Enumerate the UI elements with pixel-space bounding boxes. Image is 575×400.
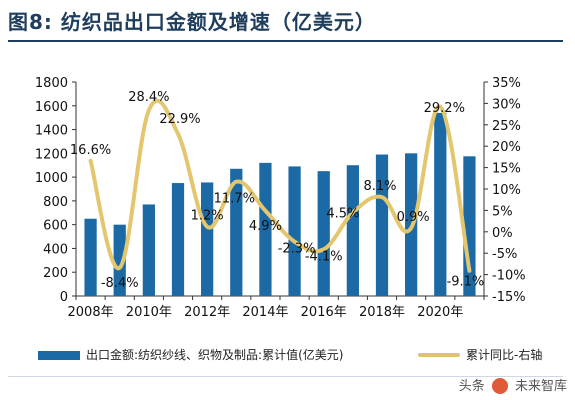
growth-data-label: 16.6% [70,143,111,158]
legend-bar-label: 出口金额:纺织纱线、织物及制品:累计值(亿美元) [86,348,344,362]
legend-line-label: 累计同比-右轴 [466,348,543,362]
bar-2018年 [375,154,389,296]
y-left-tick-label: 1200 [35,147,68,162]
x-tick-label: 2014年 [242,305,288,320]
legend-line-swatch [418,353,460,357]
bar-2009年 [113,224,126,296]
y-left-tick-label: 400 [43,242,68,257]
bar-2016年 [317,171,330,296]
y-right-tick-label: 30% [492,97,521,112]
x-tick-label: 2010年 [126,305,172,320]
bottom-divider [8,376,563,377]
x-tick-label: 2012年 [184,305,230,320]
bar-2020年 [434,112,447,297]
y-right-tick-label: 35% [492,76,521,91]
growth-data-label: 11.7% [214,192,255,207]
bar-2008年 [84,218,97,296]
y-right-tick-label: 10% [492,183,521,198]
growth-data-label: -4.1% [305,249,343,264]
y-left-tick-label: 1600 [35,100,68,115]
growth-data-label: 0.9% [397,210,430,225]
x-tick-label: 2016年 [301,305,347,320]
growth-data-label: 29.2% [424,101,465,116]
growth-data-label: 22.9% [159,112,200,127]
y-right-tick-label: 25% [492,119,521,134]
y-left-tick-label: 0 [60,290,68,305]
y-left-tick-label: 600 [43,219,68,234]
title-divider [8,40,563,42]
y-right-tick-label: 15% [492,162,521,177]
chart-legend: 出口金额:纺织纱线、织物及制品:累计值(亿美元) 累计同比-右轴 [38,345,568,365]
growth-data-label: -9.1% [447,275,485,290]
growth-data-label: 4.9% [249,219,282,234]
bar-2017年 [346,165,359,296]
growth-data-label: 1.2% [191,209,224,224]
growth-data-label: 28.4% [128,90,169,105]
y-left-tick-label: 1000 [35,171,68,186]
bar-2011年 [171,183,185,296]
figure-title: 图8: 纺织品出口金额及增速（亿美元） [8,10,376,34]
x-tick-label: 2020年 [417,305,463,320]
y-right-tick-label: -5% [492,247,517,262]
y-right-tick-label: -10% [492,269,526,284]
y-right-tick-label: 5% [492,204,513,219]
y-left-tick-label: 1800 [35,76,68,91]
bar-2010年 [142,204,155,296]
y-right-tick-label: 20% [492,140,521,155]
bar-2015年 [288,166,301,296]
watermark-left-text: 头条 [458,378,485,394]
growth-data-label: -8.4% [101,276,139,291]
growth-data-label: 4.5% [326,207,359,222]
y-right-tick-label: -15% [492,290,526,305]
bar-2013年 [230,168,243,296]
x-tick-label: 2018年 [359,305,405,320]
growth-line [88,98,472,273]
y-left-tick-label: 200 [43,266,68,281]
watermark: 头条 未来智库 [458,375,567,394]
growth-data-label: 8.1% [363,179,396,194]
y-left-tick-label: 800 [43,195,68,210]
growth-data-label: -2.3% [278,242,316,257]
y-right-tick-label: 0% [492,226,513,241]
bar-2012年 [201,182,214,296]
y-left-tick-label: 1400 [35,124,68,139]
x-tick-label: 2008年 [68,305,114,320]
watermark-right-text: 未来智库 [514,378,567,394]
watermark-logo-icon [491,378,508,394]
legend-bar-swatch [38,351,80,360]
bar-2014年 [259,162,272,296]
